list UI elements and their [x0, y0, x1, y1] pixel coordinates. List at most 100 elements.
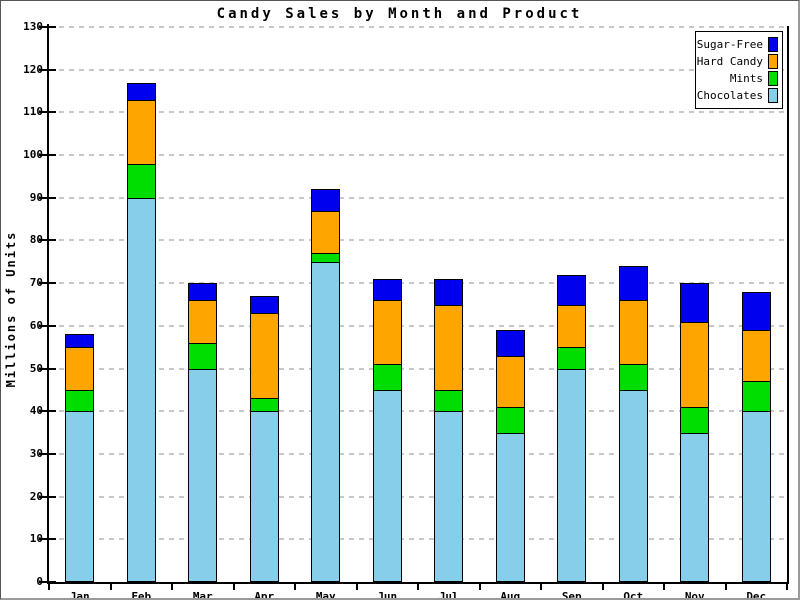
bar-segment	[188, 300, 218, 344]
bar-segment	[65, 347, 95, 391]
legend-item: Chocolates	[697, 87, 778, 104]
x-tick-label: Nov	[684, 590, 705, 600]
bar-segment	[65, 334, 95, 349]
x-tick-label: Jan	[69, 590, 90, 600]
y-tick	[39, 196, 56, 199]
bar-segment	[188, 342, 218, 370]
bar-segment	[618, 300, 648, 366]
y-tick	[39, 367, 56, 370]
y-axis-line	[47, 24, 49, 584]
bar-segment	[188, 368, 218, 582]
x-tick-label: Oct	[623, 590, 644, 600]
bar-segment	[249, 313, 279, 400]
x-tick-label: Mar	[192, 590, 213, 600]
bar-segment	[680, 432, 710, 582]
x-tick	[232, 584, 235, 590]
bar-segment	[434, 278, 464, 306]
bar-segment	[495, 406, 525, 434]
y-tick-label: 110	[23, 105, 43, 119]
bar-segment	[372, 300, 402, 366]
chart-title: Candy Sales by Month and Product	[216, 6, 583, 22]
y-tick-label: 70	[29, 276, 43, 290]
y-tick	[39, 26, 56, 28]
x-tick-label: Feb	[131, 590, 152, 600]
x-tick	[786, 584, 788, 590]
bar-segment	[618, 389, 648, 582]
y-tick-label: 40	[29, 404, 43, 418]
bar-segment	[126, 99, 156, 165]
gridline	[49, 452, 787, 455]
gridline	[49, 367, 787, 370]
y-tick	[39, 324, 56, 327]
x-tick	[724, 584, 727, 590]
bar-segment	[372, 364, 402, 391]
bar-segment	[311, 189, 341, 212]
x-tick-label: Dec	[746, 590, 767, 600]
y-tick-label: 10	[29, 532, 43, 546]
y-tick	[39, 581, 56, 583]
y-tick-label: 130	[23, 20, 43, 33]
x-tick-label: Jun	[377, 590, 398, 600]
legend: Sugar-Free Hard Candy Mints Chocolates	[695, 31, 783, 109]
x-tick	[171, 584, 173, 590]
bar-segment	[557, 304, 587, 349]
x-tick	[601, 584, 604, 590]
gridline	[49, 538, 787, 541]
bar-segment	[249, 295, 279, 315]
x-tick-label: Sep	[561, 590, 582, 600]
x-tick	[417, 584, 419, 590]
bar-segment	[741, 291, 771, 332]
x-tick	[540, 584, 542, 590]
y-tick-label: 60	[29, 318, 43, 332]
legend-label: Sugar-Free	[696, 38, 763, 51]
bar-segment	[65, 411, 95, 582]
bar-segment	[741, 381, 771, 413]
y-tick	[39, 282, 56, 285]
bar-segment	[495, 330, 525, 357]
plot-right-border	[787, 26, 789, 584]
y-tick-label: 120	[23, 62, 43, 76]
x-tick-label: Aug	[500, 590, 521, 600]
x-tick	[663, 584, 665, 590]
y-tick-label: 80	[29, 233, 43, 247]
x-tick-label: Apr	[254, 590, 275, 600]
bar-segment	[434, 389, 464, 413]
x-tick-label: May	[315, 590, 336, 600]
y-tick-label: 20	[29, 489, 43, 503]
bar-segment	[618, 266, 648, 302]
legend-item: Sugar-Free	[696, 36, 778, 53]
bar-segment	[372, 389, 402, 582]
y-tick-label: 0	[36, 575, 43, 588]
y-tick-label: 100	[23, 148, 43, 162]
bar-segment	[680, 406, 710, 434]
x-tick	[294, 584, 296, 590]
bar-segment	[434, 411, 464, 582]
y-tick	[39, 538, 56, 541]
legend-item: Hard Candy	[697, 53, 778, 70]
y-tick	[39, 154, 56, 157]
y-tick	[39, 452, 56, 455]
bar-segment	[557, 347, 587, 370]
y-tick-label: 90	[29, 190, 43, 204]
gridline	[49, 410, 787, 413]
bar-segment	[741, 330, 771, 383]
x-tick-label: Jul	[438, 590, 459, 600]
y-tick	[39, 495, 56, 498]
bar-segment	[434, 304, 464, 391]
plot-area: 0 10 20 30 40 50 60 70 80 90 100 110 120 130 Jan Feb Mar…	[23, 20, 789, 598]
y-tick	[39, 239, 56, 242]
x-tick	[48, 584, 50, 590]
gridline	[49, 111, 787, 114]
bar-segment	[680, 321, 710, 408]
gridline	[49, 239, 787, 242]
bar-segment	[311, 210, 341, 255]
y-tick	[39, 410, 56, 413]
x-axis-line	[47, 582, 789, 584]
y-tick	[39, 68, 56, 71]
y-tick-label: 30	[29, 446, 43, 460]
bar-segment	[311, 261, 341, 582]
bar-segment	[618, 364, 648, 391]
bar-segment	[249, 398, 279, 413]
gridline	[49, 324, 787, 327]
